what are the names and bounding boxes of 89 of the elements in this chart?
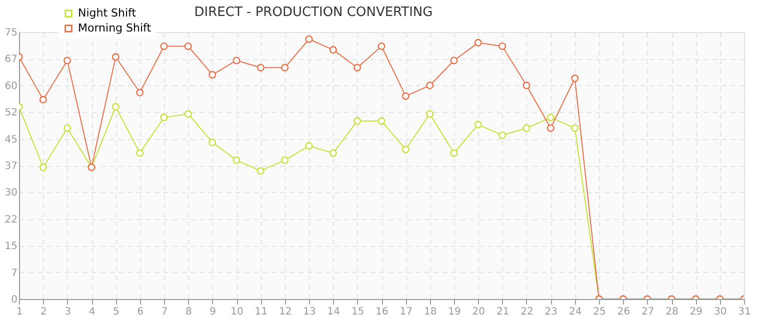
point [232,156,240,164]
x-tick-label: 12 [278,306,292,318]
point [256,64,264,72]
x-tick-label: 4 [88,306,96,318]
x-tick-label: 1 [16,306,23,318]
x-tick-label: 13 [303,306,316,318]
y-tick-label: 15 [4,241,18,252]
point [281,64,289,72]
point [39,96,47,104]
y-tick-label: 45 [4,134,18,146]
point [208,70,216,78]
y-tick-label: 67 [4,54,18,66]
x-tick-label: 29 [690,306,703,318]
point [426,110,434,118]
point [64,56,72,64]
x-tick-label: 20 [472,306,486,318]
point [426,82,434,90]
x-tick-label: 10 [230,306,244,318]
x-tick-label: 3 [64,306,72,318]
point [184,110,192,118]
point [160,42,168,50]
point [136,88,144,96]
x-tick-label: 17 [400,306,413,318]
point [136,149,144,157]
x-tick-label: 11 [254,306,268,318]
y-tick-label: 52 [4,108,18,119]
x-tick-label: 21 [496,306,510,318]
x-tick-label: 7 [161,306,168,318]
y-tick-label: 0 [11,294,18,306]
point [256,167,264,175]
x-tick-label: 22 [520,306,534,318]
point [546,124,554,132]
point [39,164,47,172]
x-tick-label: 14 [327,306,340,318]
point [305,142,313,150]
y-tick-label: 75 [4,28,18,38]
point [354,117,362,125]
x-tick-label: 15 [351,306,364,318]
point [498,131,506,139]
point [498,42,506,50]
point [232,56,240,64]
legend-label: Morning Shift [78,22,152,34]
x-tick-label: 25 [593,306,606,318]
point [64,124,72,132]
point [329,149,337,157]
point [571,74,579,82]
x-tick-label: 30 [714,306,727,318]
point [305,35,313,43]
point [450,149,458,157]
point [208,138,216,146]
x-tick-label: 26 [617,306,630,318]
y-tick-label: 7 [11,268,18,279]
point [112,103,120,111]
x-tick-label: 19 [448,306,461,318]
point [522,82,530,90]
y-tick-label: 60 [4,80,18,92]
x-tick-label: 28 [666,306,678,318]
point [354,64,362,72]
x-tick-label: 27 [641,306,654,318]
x-tick-label: 6 [137,306,144,318]
x-tick-label: 23 [544,306,558,318]
x-tick-label: 24 [568,306,582,318]
y-tick-label: 22 [4,214,18,226]
point [571,124,579,132]
x-tick-label: 2 [40,306,47,318]
x-tick-label: 5 [112,306,120,318]
point [546,114,554,122]
point [281,156,289,164]
point [450,56,458,64]
x-tick-label: 31 [738,306,751,318]
x-tick-label: 18 [424,306,437,318]
point [112,53,120,61]
x-tick-label: 16 [376,306,388,318]
point [402,92,410,100]
chart-title: DIRECT - PRODUCTION CONVERTING [194,5,433,20]
point [474,38,482,46]
point [378,42,386,50]
x-tick-label: 9 [210,306,216,318]
x-tick-label: 8 [185,306,192,318]
point [160,114,168,122]
point [402,146,410,154]
point [184,42,192,50]
point [329,46,337,54]
point [522,124,530,132]
y-tick-label: 30 [4,188,18,199]
point [378,117,386,125]
point [474,120,482,128]
legend-label: Night Shift [78,6,137,20]
y-tick-label: 37 [4,161,18,172]
